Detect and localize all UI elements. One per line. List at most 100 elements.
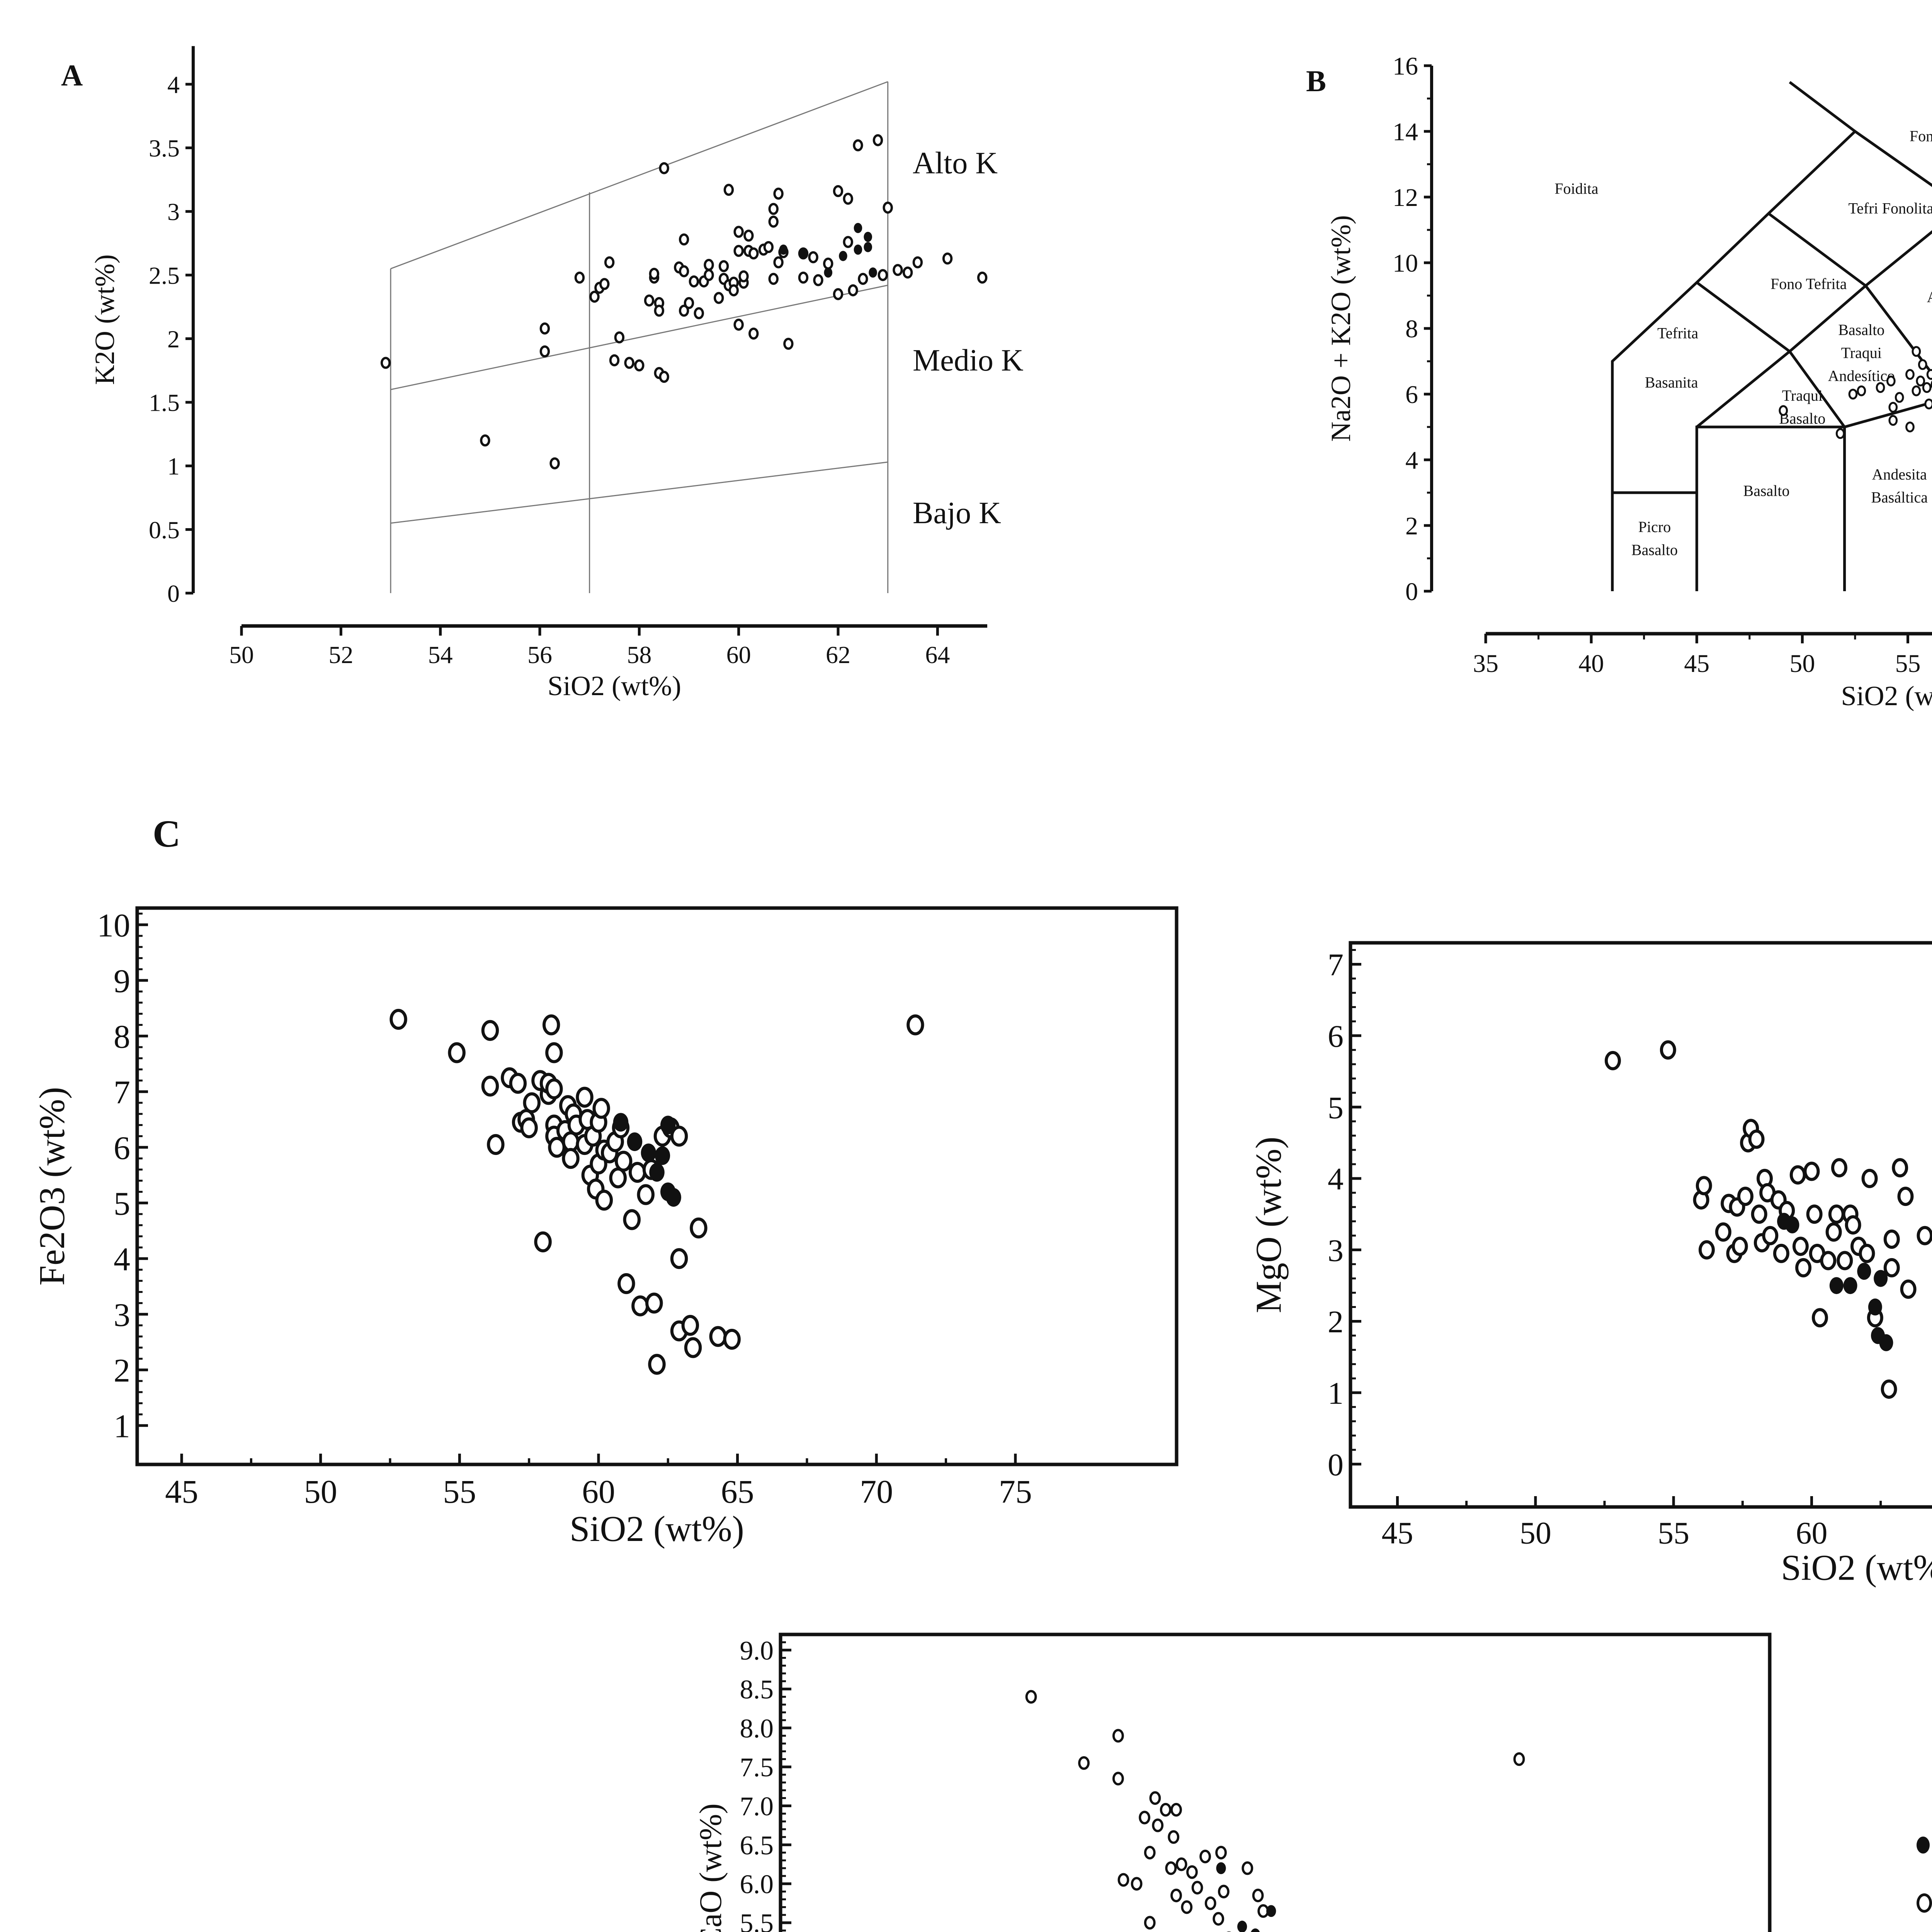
data-point-otros-trabajos — [763, 241, 774, 253]
data-point-otros-trabajos — [1252, 1888, 1264, 1903]
data-point-otros-trabajos — [1762, 1226, 1779, 1245]
y-tick-label: 1 — [114, 1407, 130, 1444]
data-point-otros-trabajos — [694, 307, 704, 320]
open-circle-icon — [1917, 1893, 1932, 1913]
data-point-otros-trabajos — [743, 230, 754, 242]
data-point-otros-trabajos — [1144, 1916, 1156, 1930]
data-point-otros-trabajos — [1828, 1204, 1845, 1224]
data-point-otros-trabajos — [1881, 1379, 1897, 1399]
y-tick-label: 1.5 — [149, 389, 180, 417]
data-point-otros-trabajos — [1168, 1830, 1180, 1844]
data-point-este-trabajo — [839, 251, 847, 261]
data-point-otros-trabajos — [509, 1073, 527, 1094]
data-point-otros-trabajos — [1025, 1690, 1037, 1704]
x-tick-label: 45 — [1381, 1515, 1413, 1550]
data-point-este-trabajo — [854, 244, 862, 255]
data-point-otros-trabajos — [1175, 1857, 1187, 1871]
data-point-otros-trabajos — [728, 284, 739, 296]
data-point-este-trabajo — [864, 231, 872, 242]
data-point-otros-trabajos — [1152, 1818, 1164, 1832]
y-axis-label: Fe2O3 (wt%) — [32, 1087, 72, 1286]
field-label: Basalto — [1838, 321, 1884, 338]
y-tick-label: 14 — [1393, 118, 1418, 146]
data-point-otros-trabajos — [1698, 1240, 1715, 1260]
data-point-otros-trabajos — [679, 233, 689, 246]
data-point-otros-trabajos — [748, 247, 759, 260]
chart-c-mgo-vs-sio2: 4550556065707501234567SiO2 (wt%)MgO (wt%… — [1249, 941, 1932, 1588]
y-tick-label: 2 — [1328, 1304, 1344, 1339]
y-tick-label: 3 — [1328, 1233, 1344, 1268]
data-point-otros-trabajos — [545, 1042, 563, 1063]
data-point-otros-trabajos — [659, 371, 669, 383]
data-point-otros-trabajos — [733, 245, 744, 257]
data-point-otros-trabajos — [389, 1009, 407, 1030]
data-point-este-trabajo — [779, 244, 788, 255]
x-tick-label: 60 — [726, 641, 751, 668]
data-point-otros-trabajos — [853, 139, 863, 151]
data-point-otros-trabajos — [481, 1075, 499, 1097]
data-point-otros-trabajos — [1204, 1896, 1216, 1910]
panel-label-b: B — [1306, 64, 1327, 98]
data-point-otros-trabajos — [645, 1293, 663, 1314]
data-point-otros-trabajos — [1848, 388, 1858, 400]
data-point-otros-trabajos — [1789, 1165, 1806, 1185]
x-axis-label: SiO2 (wt%) — [548, 670, 681, 701]
y-tick-label: 9.0 — [740, 1636, 774, 1666]
data-point-otros-trabajos — [1895, 392, 1904, 403]
data-point-este-trabajo — [1843, 1277, 1857, 1294]
x-tick-label: 55 — [1895, 650, 1921, 678]
data-point-otros-trabajos — [773, 256, 784, 269]
data-point-este-trabajo — [666, 1188, 681, 1207]
data-point-otros-trabajos — [858, 273, 868, 285]
data-point-otros-trabajos — [912, 256, 923, 269]
field-boundary-line — [1696, 281, 1846, 428]
data-point-otros-trabajos — [545, 1078, 563, 1100]
panel-label-c: C — [153, 812, 181, 855]
y-tick-label: 10 — [97, 906, 130, 944]
data-point-otros-trabajos — [798, 271, 809, 284]
x-tick-label: 58 — [627, 641, 651, 668]
y-tick-label: 7 — [114, 1073, 130, 1111]
data-point-otros-trabajos — [684, 297, 694, 309]
data-point-otros-trabajos — [689, 275, 699, 287]
data-point-otros-trabajos — [684, 1337, 702, 1358]
data-point-otros-trabajos — [448, 1042, 466, 1063]
y-tick-label: 3 — [114, 1296, 130, 1333]
field-label: Picro — [1638, 518, 1671, 536]
y-tick-label: 6 — [1328, 1019, 1344, 1054]
data-point-otros-trabajos — [768, 215, 779, 228]
field-boundary-line — [1789, 81, 1856, 133]
data-point-otros-trabajos — [1181, 1900, 1193, 1914]
data-point-otros-trabajos — [977, 271, 988, 284]
x-tick-label: 75 — [999, 1473, 1032, 1510]
x-tick-label: 56 — [527, 641, 552, 668]
data-point-este-trabajo — [1874, 1270, 1888, 1287]
data-point-este-trabajo — [1251, 1928, 1260, 1932]
data-point-otros-trabajos — [1845, 1215, 1861, 1235]
data-point-otros-trabajos — [589, 291, 600, 303]
data-point-otros-trabajos — [723, 1328, 741, 1350]
data-point-otros-trabajos — [520, 1117, 538, 1138]
field-label: Fono Tefrita — [1770, 275, 1847, 293]
y-axis-label: MgO (wt%) — [1249, 1137, 1289, 1313]
data-point-otros-trabajos — [1811, 1308, 1828, 1328]
y-tick-label: 6.0 — [740, 1870, 774, 1900]
data-point-otros-trabajos — [634, 359, 645, 372]
data-point-otros-trabajos — [808, 251, 818, 264]
y-tick-label: 0 — [1405, 578, 1418, 606]
data-point-otros-trabajos — [562, 1148, 580, 1169]
data-point-otros-trabajos — [1837, 1251, 1853, 1270]
data-point-este-trabajo — [1868, 1298, 1882, 1316]
data-point-otros-trabajos — [902, 266, 913, 279]
y-tick-label: 9 — [114, 962, 130, 999]
y-tick-label: 5 — [1328, 1090, 1344, 1125]
y-tick-label: 8 — [1405, 315, 1418, 343]
x-axis-label: SiO2 (wt%) — [1781, 1548, 1932, 1588]
y-tick-label: 6 — [114, 1129, 130, 1166]
x-tick-label: 54 — [428, 641, 453, 668]
x-tick-label: 40 — [1578, 650, 1604, 678]
data-point-este-trabajo — [864, 242, 872, 252]
data-point-otros-trabajos — [670, 1126, 688, 1147]
data-point-otros-trabajos — [542, 1014, 560, 1036]
